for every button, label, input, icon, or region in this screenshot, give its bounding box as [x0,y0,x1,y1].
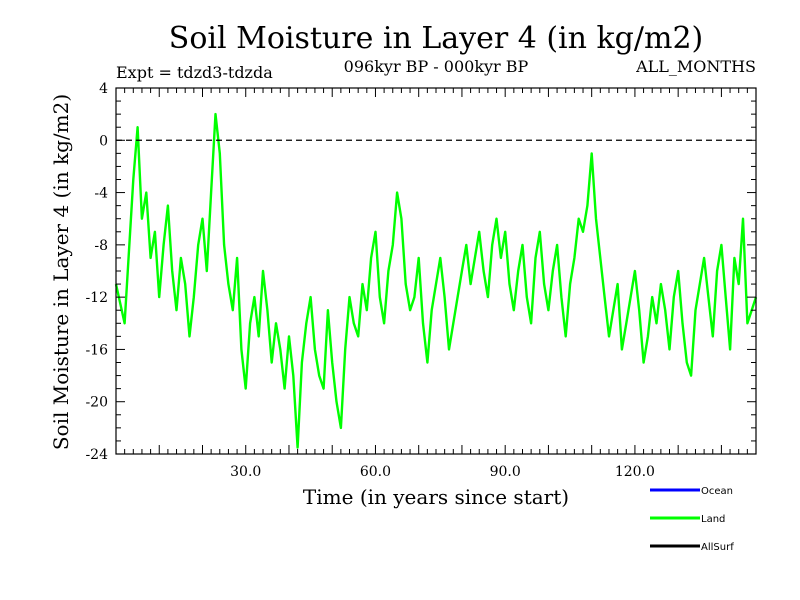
y-tick-label: 0 [99,133,108,149]
x-axis-label: Time (in years since start) [303,485,569,509]
y-tick-label: 4 [99,81,108,97]
legend-label-land: Land [701,514,725,525]
y-axis-label: Soil Moisture in Layer 4 (in kg/m2) [49,94,73,450]
y-tick-label: -8 [94,238,108,254]
months-label: ALL_MONTHS [635,57,756,76]
legend: Ocean Land AllSurf [650,486,734,553]
x-tick-label: 120.0 [615,464,655,480]
x-tick-label: 90.0 [490,464,521,480]
y-tick-label: -16 [85,342,108,358]
plot-frame [115,87,757,455]
x-tick-label: 60.0 [360,464,391,480]
x-tick-label: 30.0 [230,464,261,480]
legend-label-ocean: Ocean [701,486,733,497]
series-line-land [114,112,758,449]
y-tick-label: -4 [94,186,108,202]
y-tick-label: -24 [85,447,108,463]
y-tick-label: -20 [85,395,108,411]
legend-label-allsurf: AllSurf [701,542,734,553]
plot-area: 4 0 -4 -8 -12 -16 -20 -24 30.0 60.0 90.0 120.0 [85,81,758,480]
chart-title: Soil Moisture in Layer 4 (in kg/m2) [169,21,703,56]
experiment-label: Expt = tdzd3-tdzda [116,63,273,82]
period-label: 096kyr BP - 000kyr BP [344,57,529,76]
y-tick-label: -12 [85,290,108,306]
